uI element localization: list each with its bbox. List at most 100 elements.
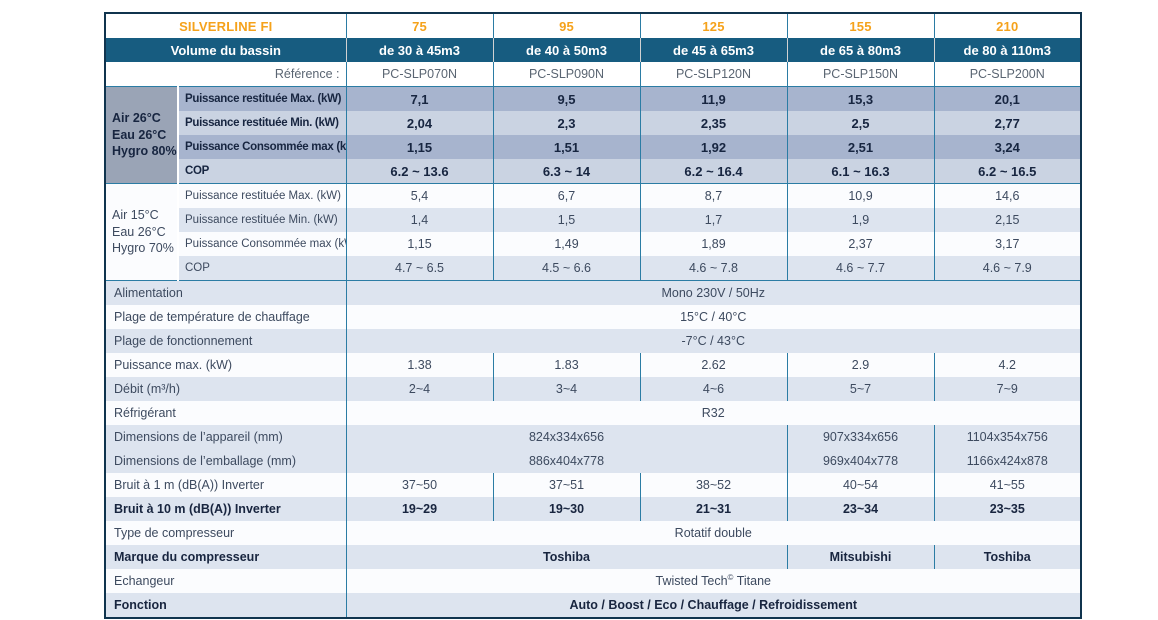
table-row-air15-max: Air 15°C Eau 26°C Hygro 70% Puissance re… xyxy=(105,183,1081,281)
spec-value: 1,15 xyxy=(345,232,493,256)
spec-value: 6.1 ~ 16.3 xyxy=(786,159,934,184)
spec-label: Puissance restituée Min. (kW) xyxy=(178,208,346,232)
reference-value: PC-SLP090N xyxy=(492,62,640,87)
spec-value: 4.5 ~ 6.6 xyxy=(492,256,640,281)
spec-label: Bruit à 10 m (dB(A)) Inverter xyxy=(105,497,346,521)
spec-value: 1,7 xyxy=(639,208,787,232)
table-row-models: SILVERLINE FI 75 95 125 155 210 xyxy=(105,13,1081,38)
condition-line: Eau 26°C xyxy=(112,224,166,239)
volume-value: de 65 à 80m3 xyxy=(786,38,934,62)
spec-value: Mitsubishi xyxy=(786,545,934,569)
spec-value: 1,89 xyxy=(639,232,787,256)
spec-value: 7~9 xyxy=(933,377,1081,401)
spec-label: Dimensions de l’emballage (mm) xyxy=(105,449,346,473)
spec-label: Fonction xyxy=(105,593,346,618)
table-row-debit: Débit (m³/h) 2~4 3~4 4~6 5~7 7~9 xyxy=(105,377,1081,401)
table-row-air15-min: Puissance restituée Min. (kW) 1,4 1,5 1,… xyxy=(105,208,1081,232)
spec-sheet: SILVERLINE FI 75 95 125 155 210 Volume d… xyxy=(104,12,1082,619)
table-row-puissance-max: Puissance max. (kW) 1.38 1.83 2.62 2.9 4… xyxy=(105,353,1081,377)
spec-label: COP xyxy=(178,256,346,281)
spec-value: 37~50 xyxy=(345,473,493,497)
spec-value: 2.62 xyxy=(639,353,787,377)
spec-value: 1,15 xyxy=(345,135,493,159)
spec-value: Auto / Boost / Eco / Chauffage / Refroid… xyxy=(345,593,1081,618)
spec-label: Réfrigérant xyxy=(105,401,346,425)
table-row-refrigerant: Réfrigérant R32 xyxy=(105,401,1081,425)
spec-value: 1.83 xyxy=(492,353,640,377)
table-row-dim-emballage: Dimensions de l’emballage (mm) 886x404x7… xyxy=(105,449,1081,473)
spec-label: Puissance restituée Max. (kW) xyxy=(178,183,346,208)
spec-value: 3,24 xyxy=(933,135,1081,159)
spec-value: 9,5 xyxy=(492,86,640,111)
table-row-bruit-1m: Bruit à 1 m (dB(A)) Inverter 37~50 37~51… xyxy=(105,473,1081,497)
spec-value: 2,15 xyxy=(933,208,1081,232)
condition-line: Air 26°C xyxy=(112,111,161,126)
model-header: 125 xyxy=(639,13,787,38)
spec-value: 40~54 xyxy=(786,473,934,497)
table-row-air15-cop: COP 4.7 ~ 6.5 4.5 ~ 6.6 4.6 ~ 7.8 4.6 ~ … xyxy=(105,256,1081,281)
spec-value: 824x334x656 xyxy=(345,425,787,449)
spec-value: 1,51 xyxy=(492,135,640,159)
air15-condition: Air 15°C Eau 26°C Hygro 70% xyxy=(105,183,179,281)
spec-value: 2~4 xyxy=(345,377,493,401)
table-row-plage-chauffage: Plage de température de chauffage 15°C /… xyxy=(105,305,1081,329)
spec-label: Alimentation xyxy=(105,280,346,305)
spec-value: Toshiba xyxy=(933,545,1081,569)
spec-label: Puissance restituée Min. (kW) xyxy=(178,111,346,135)
spec-value: 10,9 xyxy=(786,183,934,208)
spec-value: 6.2 ~ 16.5 xyxy=(933,159,1081,184)
reference-value: PC-SLP200N xyxy=(933,62,1081,87)
spec-value: 21~31 xyxy=(639,497,787,521)
model-header: 155 xyxy=(786,13,934,38)
spec-value: 23~35 xyxy=(933,497,1081,521)
spec-value: 5~7 xyxy=(786,377,934,401)
spec-value: 6.2 ~ 16.4 xyxy=(639,159,787,184)
spec-value: 8,7 xyxy=(639,183,787,208)
spec-value: Twisted Tech© Titane xyxy=(345,569,1081,593)
condition-line: Air 15°C xyxy=(112,208,159,223)
spec-value: 19~30 xyxy=(492,497,640,521)
spec-table: SILVERLINE FI 75 95 125 155 210 Volume d… xyxy=(104,12,1082,619)
spec-value: 15,3 xyxy=(786,86,934,111)
spec-value: -7°C / 43°C xyxy=(345,329,1081,353)
spec-value: 6.3 ~ 14 xyxy=(492,159,640,184)
spec-value: 6,7 xyxy=(492,183,640,208)
spec-value: 38~52 xyxy=(639,473,787,497)
spec-value: 4.7 ~ 6.5 xyxy=(345,256,493,281)
table-row-dim-appareil: Dimensions de l’appareil (mm) 824x334x65… xyxy=(105,425,1081,449)
reference-value: PC-SLP150N xyxy=(786,62,934,87)
copyright-mark: © xyxy=(727,573,734,583)
volume-value: de 80 à 110m3 xyxy=(933,38,1081,62)
spec-value: 2,51 xyxy=(786,135,934,159)
spec-label: Plage de température de chauffage xyxy=(105,305,346,329)
spec-value: 1,9 xyxy=(786,208,934,232)
spec-value: Toshiba xyxy=(345,545,787,569)
spec-value: 1.38 xyxy=(345,353,493,377)
table-row-volume: Volume du bassin de 30 à 45m3 de 40 à 50… xyxy=(105,38,1081,62)
table-row-air26-min: Puissance restituée Min. (kW) 2,04 2,3 2… xyxy=(105,111,1081,135)
spec-value: 4.2 xyxy=(933,353,1081,377)
spec-value: 1,4 xyxy=(345,208,493,232)
spec-value: 3~4 xyxy=(492,377,640,401)
spec-label: Echangeur xyxy=(105,569,346,593)
spec-value: 3,17 xyxy=(933,232,1081,256)
spec-value: R32 xyxy=(345,401,1081,425)
spec-value: 2,04 xyxy=(345,111,493,135)
spec-value: 5,4 xyxy=(345,183,493,208)
table-row-fonction: Fonction Auto / Boost / Eco / Chauffage … xyxy=(105,593,1081,618)
spec-label: Débit (m³/h) xyxy=(105,377,346,401)
volume-value: de 45 à 65m3 xyxy=(639,38,787,62)
table-row-alimentation: Alimentation Mono 230V / 50Hz xyxy=(105,280,1081,305)
spec-label: Puissance restituée Max. (kW) xyxy=(178,86,346,111)
table-row-air26-cop: COP 6.2 ~ 13.6 6.3 ~ 14 6.2 ~ 16.4 6.1 ~… xyxy=(105,159,1081,184)
spec-value: 2,3 xyxy=(492,111,640,135)
spec-value: 2,77 xyxy=(933,111,1081,135)
reference-value: PC-SLP070N xyxy=(345,62,493,87)
spec-value: 20,1 xyxy=(933,86,1081,111)
spec-value: 1,49 xyxy=(492,232,640,256)
model-header: 75 xyxy=(345,13,493,38)
spec-value: 4.6 ~ 7.9 xyxy=(933,256,1081,281)
spec-value: 6.2 ~ 13.6 xyxy=(345,159,493,184)
spec-value: 1,5 xyxy=(492,208,640,232)
volume-value: de 30 à 45m3 xyxy=(345,38,493,62)
